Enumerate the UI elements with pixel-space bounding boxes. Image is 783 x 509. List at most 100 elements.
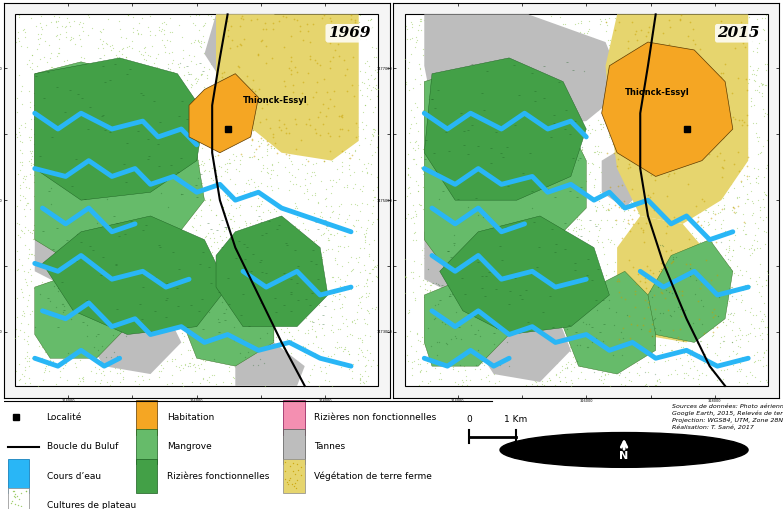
Point [588, 142, 601, 150]
Point [301, 300, 313, 308]
Point [275, 126, 287, 134]
Point [202, 298, 215, 306]
Point [651, 240, 663, 248]
Point [594, 328, 606, 336]
Point [528, 216, 540, 224]
Point [215, 49, 228, 57]
Point [277, 12, 290, 20]
Point [561, 231, 573, 239]
Point [84, 276, 96, 285]
Point [708, 133, 720, 142]
Point [284, 66, 297, 74]
Point [6, 497, 19, 505]
Point [422, 243, 435, 251]
Point [567, 226, 579, 234]
Point [713, 285, 726, 293]
Point [690, 146, 702, 154]
Point [198, 269, 211, 277]
Point [164, 187, 176, 195]
Point [667, 198, 680, 206]
Point [322, 234, 334, 242]
Point [213, 349, 226, 357]
Point [556, 365, 568, 374]
Point [171, 201, 184, 209]
Point [428, 94, 441, 102]
Point [464, 301, 476, 309]
Point [729, 209, 742, 217]
Point [161, 150, 173, 158]
Point [54, 155, 67, 163]
Point [292, 326, 305, 334]
Point [112, 257, 124, 265]
Point [12, 332, 24, 340]
Point [702, 129, 714, 137]
Point [92, 231, 105, 239]
Point [691, 225, 704, 233]
Point [663, 107, 676, 115]
Point [280, 324, 293, 332]
Point [247, 337, 259, 345]
Point [441, 355, 453, 363]
Point [698, 57, 711, 65]
Point [231, 284, 244, 292]
Point [81, 272, 94, 280]
Point [110, 53, 123, 61]
Point [760, 267, 773, 275]
Point [242, 249, 254, 258]
Point [680, 369, 692, 377]
Point [99, 70, 111, 78]
Point [446, 290, 459, 298]
Point [71, 227, 84, 235]
Point [74, 238, 87, 246]
Point [461, 48, 474, 56]
Point [262, 169, 274, 177]
Point [555, 362, 568, 370]
Point [564, 343, 576, 351]
Point [84, 75, 96, 83]
Point [468, 257, 481, 265]
Point [104, 61, 117, 69]
Point [189, 150, 201, 158]
Point [639, 246, 651, 254]
Point [263, 237, 276, 245]
Point [688, 290, 701, 298]
Point [186, 354, 199, 362]
Point [282, 377, 294, 385]
Point [10, 324, 23, 332]
Point [279, 82, 291, 90]
Point [493, 377, 506, 385]
Point [554, 368, 566, 376]
Point [447, 266, 460, 274]
Point [224, 313, 236, 321]
Point [276, 66, 288, 74]
Point [529, 64, 542, 72]
Point [337, 347, 349, 355]
Point [327, 328, 340, 336]
Point [197, 110, 209, 118]
Point [433, 347, 446, 355]
Point [309, 288, 321, 296]
Point [697, 272, 709, 280]
Point [189, 165, 202, 173]
Point [616, 42, 629, 50]
Point [543, 253, 555, 261]
Point [26, 59, 38, 67]
Point [186, 290, 199, 298]
Point [669, 136, 681, 145]
Point [48, 298, 60, 306]
Point [596, 310, 608, 319]
Point [557, 128, 569, 136]
Point [226, 223, 238, 232]
Point [536, 63, 549, 71]
Point [560, 106, 572, 114]
Point [280, 298, 293, 306]
Point [16, 26, 29, 34]
Point [737, 210, 749, 218]
Point [740, 75, 752, 83]
Point [139, 324, 152, 332]
Point [192, 134, 204, 143]
Point [659, 247, 672, 256]
Point [501, 173, 514, 181]
Point [611, 308, 623, 317]
Point [222, 267, 234, 275]
